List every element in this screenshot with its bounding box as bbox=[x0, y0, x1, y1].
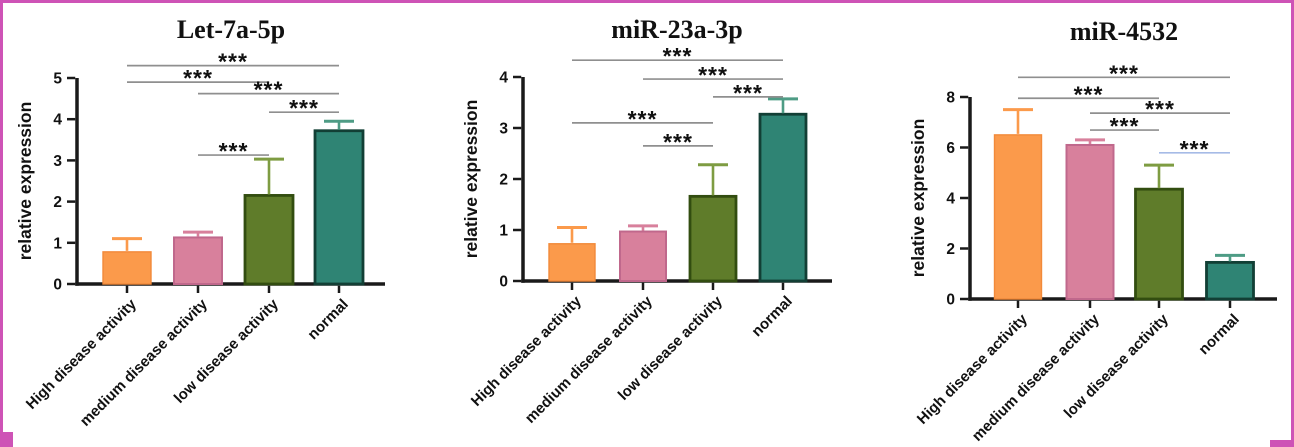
bar-high-disease-activity bbox=[548, 243, 596, 282]
significance-stars: *** bbox=[698, 62, 728, 88]
y-tick-label: 0 bbox=[53, 277, 62, 294]
y-axis-label: relative expression bbox=[908, 119, 928, 278]
significance-stars: *** bbox=[1074, 81, 1104, 107]
y-tick-label: 4 bbox=[499, 70, 508, 87]
frame-right-border bbox=[1291, 0, 1294, 447]
bar-high-disease-activity bbox=[102, 251, 152, 285]
bar-normal bbox=[1205, 260, 1255, 301]
y-axis-label: relative expression bbox=[15, 102, 35, 261]
y-tick-label: 1 bbox=[53, 235, 62, 252]
y-tick-label: 2 bbox=[53, 194, 62, 211]
y-tick-label: 4 bbox=[53, 112, 62, 129]
significance-stars: *** bbox=[183, 65, 213, 91]
y-tick-label: 2 bbox=[499, 172, 508, 189]
y-tick-label: 3 bbox=[499, 121, 508, 138]
bar-medium-disease-activity bbox=[619, 230, 667, 282]
y-tick-label: 1 bbox=[499, 223, 508, 240]
significance-stars: *** bbox=[219, 138, 249, 164]
bar-normal bbox=[313, 129, 365, 286]
y-axis-label: relative expression bbox=[461, 100, 481, 259]
y-tick-label: 2 bbox=[946, 241, 955, 258]
significance-stars: *** bbox=[628, 106, 658, 132]
frame-top-border bbox=[0, 0, 1294, 3]
bar-low-disease-activity bbox=[243, 194, 295, 286]
significance-stars: *** bbox=[254, 77, 284, 103]
x-category-label-normal: normal bbox=[304, 296, 351, 343]
x-category-label-medium-disease-activity: medium disease activity bbox=[969, 310, 1104, 445]
bar-low-disease-activity bbox=[1134, 187, 1184, 301]
frame-corner-bottom-right bbox=[1270, 440, 1294, 447]
bar-high-disease-activity bbox=[993, 134, 1043, 300]
x-category-label-medium-disease-activity: medium disease activity bbox=[522, 292, 657, 427]
y-tick-label: 4 bbox=[946, 191, 955, 208]
significance-stars: *** bbox=[1109, 60, 1139, 86]
x-category-label-normal: normal bbox=[748, 293, 795, 340]
significance-stars: *** bbox=[663, 129, 693, 155]
significance-stars: *** bbox=[663, 43, 693, 69]
chart-title: miR-23a-3p bbox=[611, 15, 742, 44]
chart-title: Let-7a-5p bbox=[177, 15, 285, 44]
y-tick-label: 8 bbox=[946, 90, 955, 107]
bar-normal bbox=[758, 112, 808, 283]
significance-stars: *** bbox=[733, 80, 763, 106]
significance-stars: *** bbox=[1145, 96, 1175, 122]
x-category-label-normal: normal bbox=[1195, 311, 1242, 358]
significance-stars: *** bbox=[218, 49, 248, 75]
frame-left-border bbox=[0, 0, 3, 447]
chart-title: miR-4532 bbox=[1070, 17, 1178, 46]
bar-low-disease-activity bbox=[688, 194, 738, 283]
significance-stars: *** bbox=[289, 95, 319, 121]
y-tick-label: 6 bbox=[946, 140, 955, 157]
significance-stars: *** bbox=[1110, 113, 1140, 139]
frame-corner-bottom-left bbox=[0, 432, 13, 447]
y-tick-label: 0 bbox=[499, 274, 508, 291]
y-tick-label: 5 bbox=[53, 71, 62, 88]
bar-medium-disease-activity bbox=[1065, 143, 1115, 300]
x-category-label-medium-disease-activity: medium disease activity bbox=[77, 295, 212, 430]
bar-medium-disease-activity bbox=[173, 236, 223, 285]
y-tick-label: 3 bbox=[53, 153, 62, 170]
y-tick-label: 0 bbox=[946, 292, 955, 309]
significance-stars: *** bbox=[1180, 136, 1210, 162]
